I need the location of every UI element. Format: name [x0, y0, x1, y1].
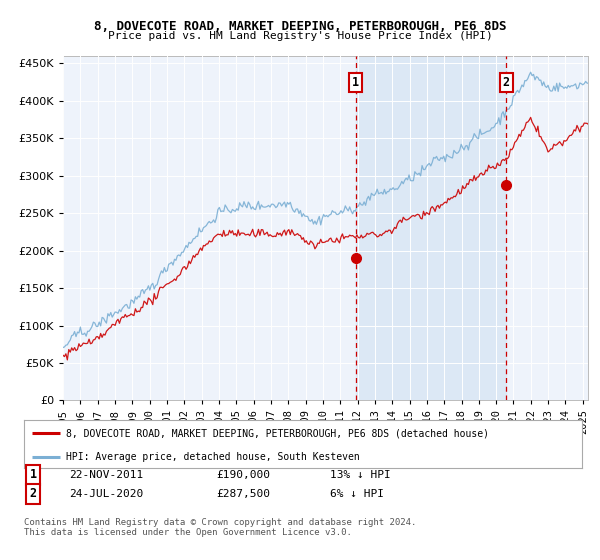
- Text: 2: 2: [503, 76, 510, 88]
- Text: 2: 2: [29, 487, 37, 501]
- Text: 6% ↓ HPI: 6% ↓ HPI: [330, 489, 384, 499]
- Text: Price paid vs. HM Land Registry's House Price Index (HPI): Price paid vs. HM Land Registry's House …: [107, 31, 493, 41]
- Text: 8, DOVECOTE ROAD, MARKET DEEPING, PETERBOROUGH, PE6 8DS (detached house): 8, DOVECOTE ROAD, MARKET DEEPING, PETERB…: [66, 428, 489, 438]
- Text: £190,000: £190,000: [216, 470, 270, 480]
- Text: HPI: Average price, detached house, South Kesteven: HPI: Average price, detached house, Sout…: [66, 452, 359, 462]
- Bar: [356, 56, 506, 400]
- Text: 13% ↓ HPI: 13% ↓ HPI: [330, 470, 391, 480]
- Text: £287,500: £287,500: [216, 489, 270, 499]
- Text: Contains HM Land Registry data © Crown copyright and database right 2024.
This d: Contains HM Land Registry data © Crown c…: [24, 518, 416, 538]
- Text: 24-JUL-2020: 24-JUL-2020: [69, 489, 143, 499]
- Text: 1: 1: [29, 468, 37, 482]
- Text: 8, DOVECOTE ROAD, MARKET DEEPING, PETERBOROUGH, PE6 8DS: 8, DOVECOTE ROAD, MARKET DEEPING, PETERB…: [94, 20, 506, 32]
- Text: 1: 1: [352, 76, 359, 88]
- Text: 22-NOV-2011: 22-NOV-2011: [69, 470, 143, 480]
